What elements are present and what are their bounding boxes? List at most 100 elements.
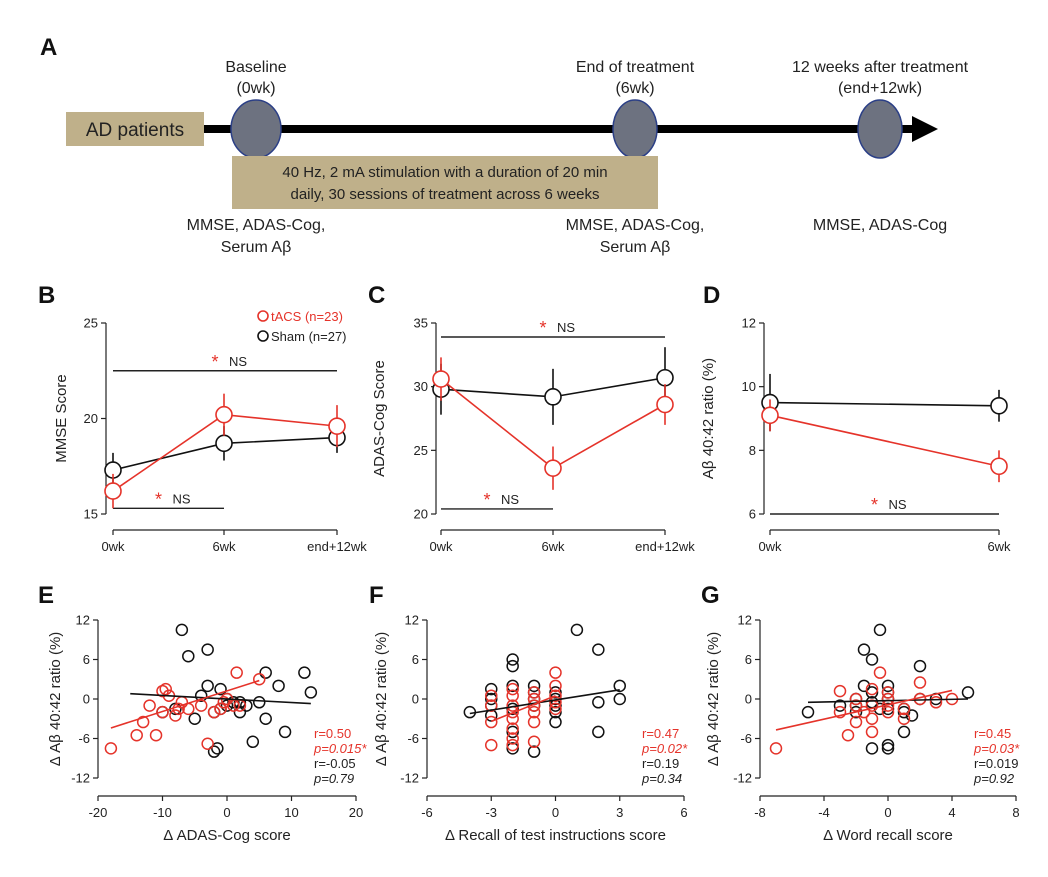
x-tick-label: 0wk [758, 539, 782, 554]
scatter-point [769, 742, 783, 755]
scatter-point [549, 689, 562, 702]
scatter-point [897, 705, 911, 719]
x-axis-label: Δ Word recall score [823, 827, 953, 844]
panel-letter-f: F [369, 582, 384, 609]
panel-letter-b: B [38, 282, 55, 309]
scatter-point [104, 742, 118, 755]
x-tick-label: 20 [349, 805, 363, 820]
scatter-point [130, 728, 143, 742]
chart-panel-e: E -12 -6 0 6 12 Δ Aβ 40:42 ratio (%) -20 -10 0 10 2… [38, 582, 367, 844]
stat-p-tacs: p=0.03* [973, 741, 1020, 756]
x-tick-label: 0 [552, 805, 559, 820]
scatter-point [881, 702, 895, 716]
stat-r-tacs: r=0.45 [974, 726, 1011, 741]
y-tick-label: 12 [738, 613, 752, 628]
y-tick-label: 6 [749, 507, 756, 522]
significance-star: * [871, 495, 878, 515]
scatter-point [873, 623, 887, 637]
scatter-point [485, 689, 498, 702]
scatter-point [143, 699, 156, 712]
scatter-point [156, 705, 169, 719]
scatter-point [881, 705, 895, 719]
scatter-point [149, 728, 163, 742]
chart-panel-f: F -12 -6 0 6 12 Δ Aβ 40:42 ratio (%) -6 -3 0 3 6 Δ R… [369, 582, 688, 844]
y-axis-label: ADAS-Cog Score [371, 360, 388, 477]
baseline-node [230, 99, 282, 159]
x-tick-label: end+12wk [307, 539, 367, 554]
data-point [544, 459, 562, 477]
scatter-point [905, 709, 919, 722]
legend-label-sham: Sham (n=27) [271, 329, 347, 344]
scatter-point [259, 666, 272, 679]
scatter-point [913, 676, 927, 689]
scatter-point [865, 712, 879, 725]
significance-star: * [211, 352, 218, 372]
fit-line [130, 692, 311, 705]
scatter-point [233, 696, 247, 709]
scatter-point [897, 725, 911, 739]
stat-p-sham: p=0.79 [313, 771, 354, 786]
scatter-point [929, 696, 943, 709]
significance-ns: NS [173, 491, 191, 506]
stat-p-tacs: p=0.02* [641, 741, 688, 756]
x-tick-label: 0wk [429, 539, 453, 554]
scatter-point [527, 705, 541, 719]
scatter-point [298, 666, 311, 679]
x-tick-label: 8 [1012, 805, 1019, 820]
scatter-point [897, 712, 911, 725]
x-tick-label: -4 [818, 805, 830, 820]
scatter-point [865, 699, 879, 712]
data-point [432, 370, 450, 388]
scatter-point [230, 666, 243, 679]
timeline-arrowhead [912, 116, 938, 142]
scatter-point [549, 705, 562, 719]
data-point [215, 434, 233, 453]
scatter-point [833, 684, 847, 698]
scatter-point [881, 679, 895, 693]
chart-panel-b: B 15 20 25 MMSE Score 0wk 6wk end+12wk * NS * NS [38, 282, 367, 554]
scatter-point [592, 643, 605, 656]
x-tick-label: 6wk [212, 539, 236, 554]
y-axis-label: MMSE Score [53, 374, 70, 462]
scatter-point [506, 689, 519, 702]
scatter-point [506, 722, 519, 735]
x-tick-label: 6wk [987, 539, 1011, 554]
scatter-point [506, 742, 519, 755]
scatter-point [506, 725, 519, 739]
scatter-point [506, 653, 519, 666]
scatter-point [194, 689, 208, 702]
scatter-point [201, 679, 214, 693]
x-tick-label: end+12wk [635, 539, 695, 554]
panel-letter-g: G [701, 582, 720, 609]
stat-p-tacs: p=0.015* [313, 741, 367, 756]
scatter-point [214, 702, 227, 716]
stat-r-sham: r=0.19 [642, 756, 679, 771]
legend: tACS (n=23) Sham (n=27) [257, 309, 347, 344]
scatter-point [865, 742, 879, 755]
significance-ns: NS [557, 320, 575, 335]
chart-panel-g: G -12 -6 0 6 12 Δ Aβ 40:42 ratio (%) -8 -4 0 4 8 Δ W… [701, 582, 1020, 844]
scatter-point [849, 699, 863, 712]
data-point [656, 368, 674, 387]
scatter-point [549, 696, 562, 709]
x-tick-label: -3 [485, 805, 497, 820]
x-tick-label: 0 [223, 805, 230, 820]
data-point [990, 457, 1008, 476]
scatter-point [549, 702, 562, 716]
scatter-point [506, 659, 519, 673]
scatter-point [175, 623, 189, 637]
y-tick-label: 8 [749, 443, 756, 458]
scatter-point [506, 682, 519, 696]
legend-label-tacs: tACS (n=23) [271, 309, 343, 324]
patients-label: AD patients [86, 120, 184, 141]
x-axis-label: Δ Recall of test instructions score [445, 827, 666, 844]
scatter-point [527, 699, 541, 712]
scatter-point [865, 686, 879, 699]
significance-star: * [539, 318, 546, 338]
scatter-point [865, 725, 879, 739]
y-axis-label: Δ Aβ 40:42 ratio (%) [47, 632, 64, 767]
y-tick-label: 6 [412, 652, 419, 667]
scatter-point [833, 699, 847, 712]
chart-panel-d: D 6 8 10 12 Aβ 40:42 ratio (%) 0wk 6wk * NS [700, 282, 1011, 554]
y-axis-label: Δ Aβ 40:42 ratio (%) [705, 632, 722, 767]
